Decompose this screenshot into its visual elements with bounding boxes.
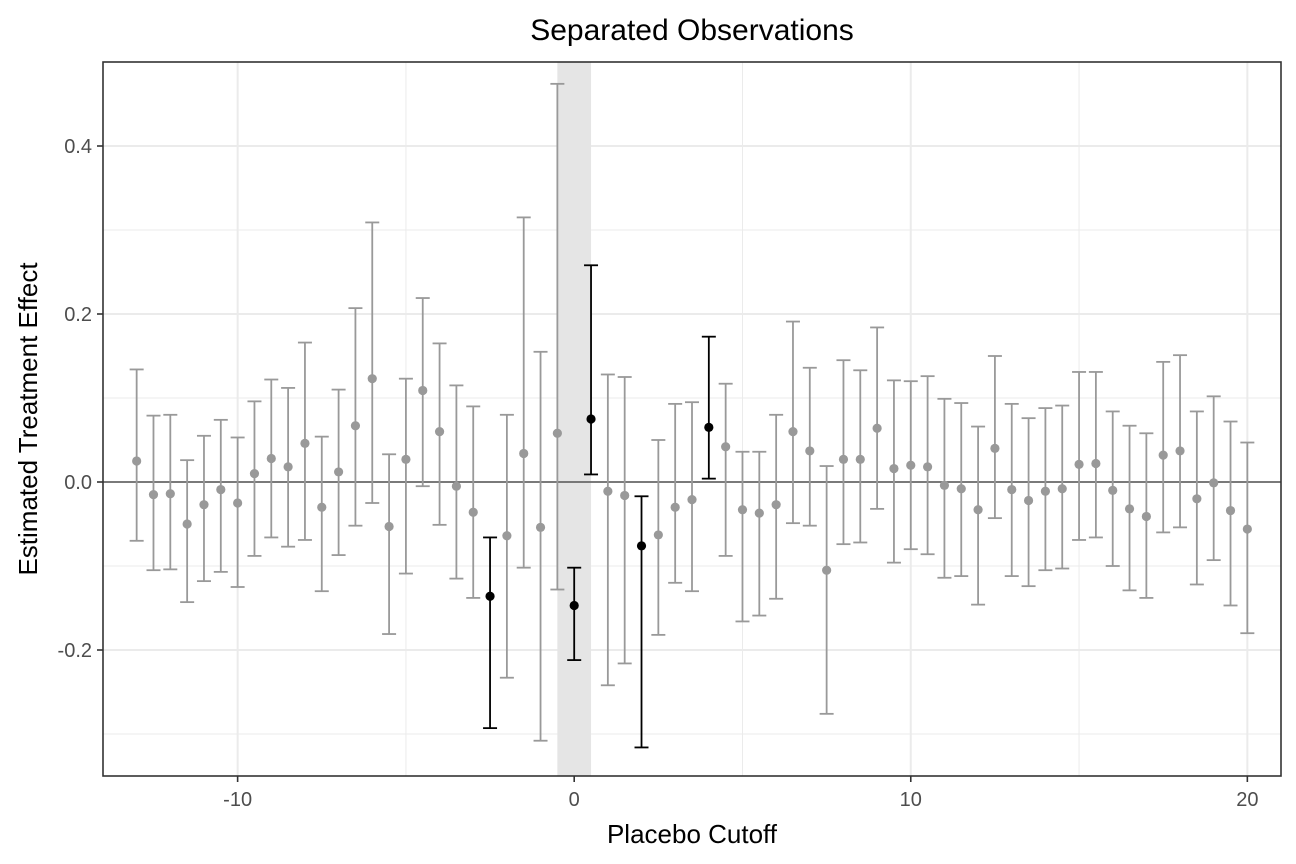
y-tick-label: 0.2 — [64, 304, 92, 326]
chart-title: Separated Observations — [530, 14, 854, 47]
data-point — [216, 484, 226, 495]
data-point — [317, 502, 327, 512]
data-point — [1124, 504, 1135, 514]
data-point — [434, 427, 445, 437]
data-point — [334, 467, 344, 477]
data-point — [485, 591, 495, 601]
data-point — [350, 421, 361, 431]
panel-border — [102, 61, 1282, 777]
data-point — [586, 414, 596, 424]
y-tick-label: -0.2 — [58, 640, 92, 662]
x-tick-label: 20 — [1236, 789, 1258, 811]
data-point — [165, 489, 175, 499]
data-point — [653, 530, 663, 540]
data-point — [737, 505, 748, 515]
data-point — [754, 508, 764, 518]
data-point — [889, 463, 899, 474]
data-point — [1175, 446, 1185, 456]
data-point — [1242, 524, 1252, 534]
data-point — [283, 462, 293, 472]
data-point — [1023, 495, 1034, 506]
data-point — [687, 495, 697, 505]
data-point — [132, 456, 142, 466]
data-point — [1141, 511, 1151, 522]
data-point — [468, 507, 478, 517]
x-tick-label: 10 — [900, 789, 922, 811]
data-point — [1074, 459, 1084, 469]
data-point — [148, 490, 159, 500]
data-point — [788, 427, 798, 437]
data-point — [939, 480, 950, 490]
data-point — [519, 448, 529, 459]
data-point — [1091, 458, 1101, 469]
data-point — [300, 438, 310, 448]
data-point — [367, 374, 377, 384]
x-tick-label: -10 — [223, 789, 252, 811]
data-point — [249, 469, 260, 479]
y-axis-label: Estimated Treatment Effect — [13, 262, 43, 576]
data-point — [603, 486, 613, 496]
data-point — [552, 428, 562, 438]
data-point — [1057, 484, 1067, 494]
data-point — [636, 541, 647, 551]
data-point — [670, 502, 680, 512]
data-point — [721, 442, 731, 452]
y-tick-label: 0.0 — [64, 472, 92, 494]
data-point — [805, 446, 815, 456]
data-point — [502, 531, 512, 541]
x-tick-label: 0 — [569, 789, 580, 811]
x-axis-label: Placebo Cutoff — [607, 819, 778, 849]
data-point — [199, 500, 209, 510]
y-tick-label: 0.4 — [64, 136, 92, 158]
data-point — [535, 522, 546, 532]
data-point — [704, 422, 714, 432]
data-point — [1209, 478, 1219, 488]
data-point — [620, 490, 630, 501]
data-point — [822, 565, 832, 575]
data-point — [855, 454, 865, 464]
data-point — [401, 454, 411, 464]
data-point — [233, 498, 243, 508]
data-point — [1158, 450, 1168, 460]
data-point — [1007, 484, 1017, 495]
data-point — [771, 500, 781, 510]
data-point — [182, 519, 192, 529]
data-point — [1225, 505, 1236, 516]
data-point — [906, 460, 916, 470]
shaded-band — [557, 62, 592, 776]
data-point — [956, 484, 966, 494]
data-point — [923, 462, 933, 472]
data-point — [1108, 485, 1118, 495]
data-point — [1192, 494, 1202, 504]
data-point — [418, 385, 428, 396]
data-point — [1040, 486, 1050, 496]
data-point — [384, 521, 394, 532]
data-point — [990, 443, 1000, 453]
data-point — [451, 481, 461, 491]
data-point — [569, 600, 579, 611]
data-point — [838, 454, 849, 464]
data-point — [266, 453, 276, 464]
plot-area: -10 0 10 20 -0.2 0.0 0.2 0.4 — [58, 61, 1282, 811]
data-point — [872, 423, 882, 433]
data-point — [973, 505, 983, 515]
